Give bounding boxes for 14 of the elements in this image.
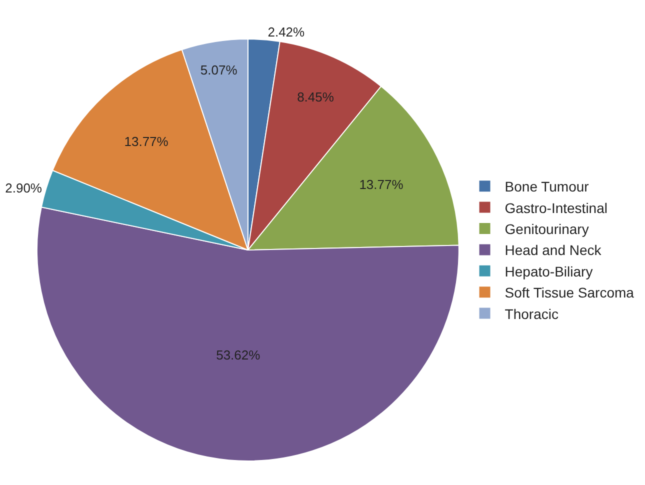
legend-label: Genitourinary (504, 220, 589, 237)
legend-label: Soft Tissue Sarcoma (504, 284, 634, 301)
data-label: 53.62% (216, 348, 261, 363)
data-label: 13.77% (359, 177, 404, 192)
data-label: 5.07% (200, 62, 238, 78)
data-label: 2.90% (5, 180, 42, 196)
legend-label: Thoracic (504, 306, 558, 322)
data-label: 8.45% (297, 90, 334, 105)
legend-label: Gastro-Intestinal (504, 200, 608, 216)
legend-label: Hepato-Biliary (504, 263, 593, 280)
data-label: 2.42% (268, 24, 306, 40)
legend-label: Head and Neck (504, 242, 602, 258)
data-label: 13.77% (124, 134, 169, 149)
legend-label: Bone Tumour (504, 178, 590, 195)
